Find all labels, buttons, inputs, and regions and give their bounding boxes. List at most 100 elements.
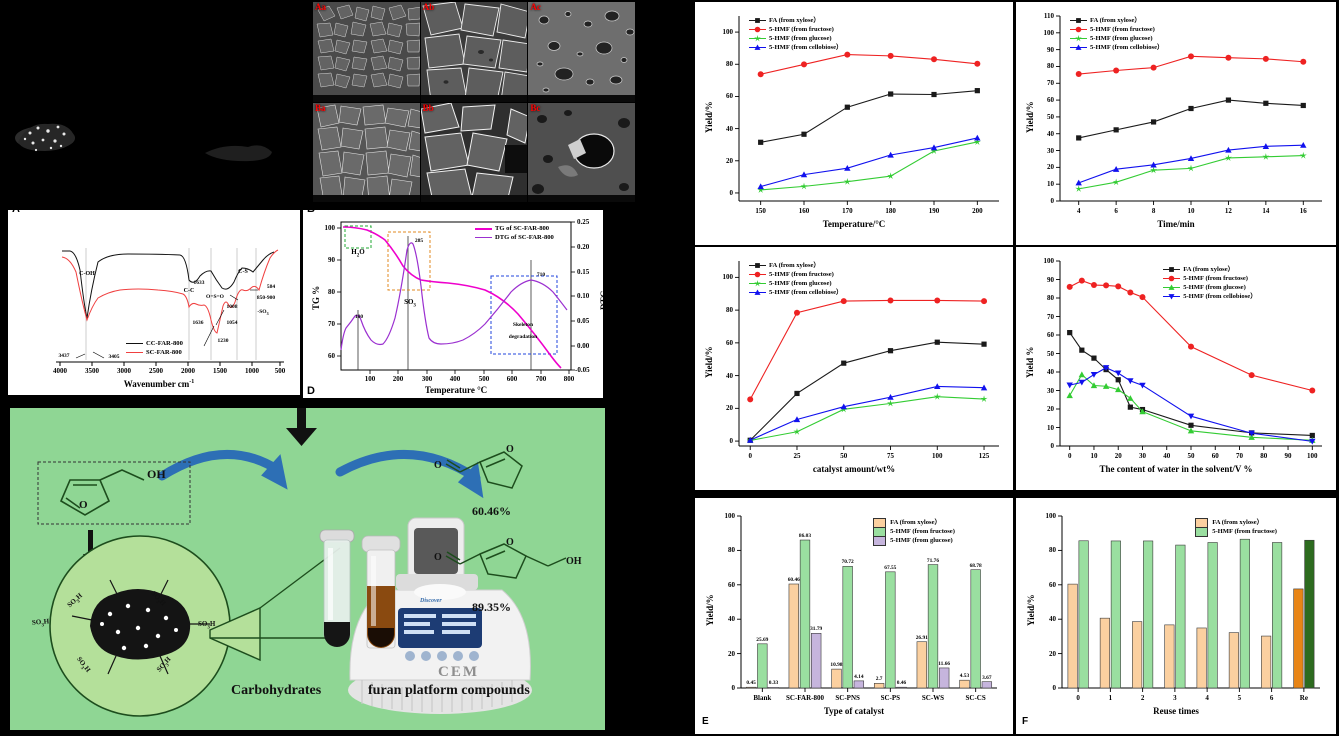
ftir-chart: 4000 3500 3000 2500 2000 1500 1000 500 W… [8, 210, 300, 395]
chart-reuse-ytick-2: 40 [1049, 615, 1056, 624]
chart-catalyst-type-legend-item-2: 5-HMF (from glucose) [873, 535, 955, 546]
chart-catalyst-amount-legend-label-0: FA (from xylose） [769, 262, 821, 269]
catalyst-so3h-label-3: SO3H [32, 617, 50, 629]
chart-water-content-xtick-4: 40 [1163, 452, 1171, 460]
chart-water-content-xtick-0: 0 [1067, 452, 1072, 460]
ftir-anno-1636: 1636 [192, 320, 204, 326]
so3h-tail-4: H [209, 620, 216, 628]
ftir-xtick-2: 3000 [117, 367, 131, 375]
chart-time-legend-label-2: 5-HMF (from glucose) [1090, 35, 1153, 42]
chart-temperature-xtick-2: 170 [842, 207, 853, 215]
sem-scalebar-ac [528, 94, 635, 102]
chart-water-content-ytick-5: 50 [1047, 349, 1054, 358]
ftir-anno-so3-text: -SO [257, 309, 267, 315]
tg-anno-peak-710: 710 [536, 272, 546, 278]
ftir-xtick-6: 1000 [245, 367, 259, 375]
chart-reuse-svg [1058, 515, 1320, 692]
ftir-legend-label-1: SC-FAR-800 [146, 349, 182, 356]
ftir-anno-so3-sub: 3 [266, 311, 269, 317]
chart-temperature: 150 160 170 180 190 200 0 20 40 60 80 100 Temperatur… [695, 2, 1013, 245]
chart-water-content-xtick-8: 80 [1260, 452, 1268, 460]
tg-ytick-r-000: 0.00 [577, 342, 590, 350]
tg-yaxis-title-left: TG % [311, 285, 321, 310]
chart-time-ytick-7: 70 [1047, 79, 1054, 88]
tg-xtick-7: 800 [563, 375, 575, 383]
chart-temperature-xtick-3: 180 [885, 207, 896, 215]
chart-reuse-ytick-0: 0 [1052, 684, 1057, 692]
chart-reuse: 0 20 40 60 80 100 0 1 2 3 4 5 6 Re Reuse times Yield/% F… [1016, 498, 1336, 734]
ftir-legend-label-0: CC-FAR-800 [146, 340, 183, 347]
chart-catalyst-amount-xtick-4: 100 [932, 452, 943, 460]
tg-legend: TG of SC-FAR-800 DTG of SC-FAR-800 [475, 224, 554, 242]
chart-catalyst-type-barlabel-3-2: 0.46 [896, 680, 907, 687]
tg-legend-item-0: TG of SC-FAR-800 [475, 224, 554, 233]
sem-grid: Aa Ab [313, 2, 635, 202]
chart-catalyst-type-xtick-2: SC-PNS [835, 694, 860, 702]
chart-water-content-xtick-3: 30 [1138, 452, 1146, 460]
chart-water-content-xtick-6: 60 [1211, 452, 1219, 460]
chart-catalyst-amount-xtick-0: 0 [748, 452, 752, 460]
chart-water-content-series-2 [1066, 371, 1316, 443]
sem-cell-ba: Ba [313, 102, 420, 202]
chart-water-content-legend-label-0: FA (from xylose） [1183, 266, 1235, 273]
sem-scalebar-ba [313, 195, 420, 202]
chart-reuse-xtick-1: 1 [1108, 694, 1113, 702]
chart-catalyst-amount-series-3 [747, 383, 988, 443]
chart-water-content-legend-item-1: 5-HMF (from fructose) [1163, 274, 1257, 283]
chart-reuse-xtick-4: 4 [1205, 694, 1209, 702]
chart-water-content-xtick-10: 100 [1307, 452, 1318, 460]
chart-temperature-xtick-0: 150 [755, 207, 766, 215]
tg-anno-water: H2O [341, 248, 375, 258]
chart-reuse-xtick-6: 6 [1269, 694, 1274, 702]
chart-time-legend-item-2: 5-HMF (from glucose) [1070, 34, 1164, 43]
chart-temperature-series-0 [758, 88, 980, 145]
sem-cell-bb: Bb [420, 102, 528, 202]
tg-ytick-60: 60 [328, 352, 335, 360]
chart-water-content-series-3 [1066, 365, 1316, 445]
chart-time-ytick-0: 0 [1050, 197, 1055, 205]
so3h-text-4: SO [198, 620, 208, 628]
tg-xtick-0: 100 [364, 375, 376, 383]
chart-water-content-svg [1056, 260, 1322, 450]
chart-catalyst-type-barlabel-2-0: 10.98 [830, 662, 843, 669]
ftir-legend: CC-FAR-800 SC-FAR-800 [126, 339, 183, 357]
chart-time-legend-item-0: FA (from xylose） [1070, 16, 1164, 25]
reaction-scheme-panel: O OH [10, 408, 605, 730]
tg-xtick-1: 200 [392, 375, 404, 383]
chart-temperature-legend-label-0: FA (from xylose） [769, 17, 821, 24]
ftir-anno-c-c: C-C [183, 288, 195, 294]
chart-catalyst-type-barlabel-3-1: 67.55 [884, 564, 897, 571]
chart-water-content-legend-item-3: 5-HMF (from cellobiose） [1163, 292, 1257, 301]
tg-anno-so3-text: SO [404, 298, 414, 306]
chart-reuse-ytick-5: 100 [1045, 512, 1057, 520]
carbon-particle-art [0, 0, 310, 205]
tg-anno-skeleton-1: Skeleton [512, 322, 534, 328]
chart-time: 4 6 8 10 12 14 16 0 10 20 30 40 50 60 70 80 90 100 110 Time… [1016, 2, 1336, 245]
chart-catalyst-type: 0 20 40 60 80 100 0.45 25.69 0.33 Blank 60.46 86.03… [695, 498, 1013, 734]
ftir-xaxis-title: Wavenumber cm-1 [104, 379, 214, 389]
chart-time-ytick-4: 40 [1047, 129, 1054, 138]
chart-catalyst-type-legend-label-0: FA (from xylose） [890, 519, 942, 526]
svg-text:O: O [506, 444, 514, 455]
sem-images-panel: Aa Ab [313, 2, 635, 202]
tg-xtick-6: 700 [535, 375, 547, 383]
tg-legend-label-1: DTG of SC-FAR-800 [495, 234, 554, 241]
chart-temperature-legend-item-0: FA (from xylose） [749, 16, 843, 25]
sem-cell-aa: Aa [313, 2, 420, 102]
chart-catalyst-type-yaxis-title: Yield/% [705, 594, 715, 626]
sem-scalebar-aa [313, 94, 420, 102]
chart-water-content-ytick-8: 80 [1047, 294, 1054, 302]
chart-time-ytick-2: 20 [1047, 163, 1054, 172]
chart-catalyst-amount-ytick-3: 60 [726, 338, 733, 347]
chart-catalyst-type-barlabel-2-1: 70.72 [841, 559, 854, 566]
ftir-xtick-3: 2500 [149, 367, 163, 375]
chart-water-content-xaxis-title: The content of water in the solvent/V % [1099, 464, 1253, 474]
chart-catalyst-type-xtick-4: SC-WS [921, 694, 945, 702]
sem-tag-ab: Ab [422, 2, 435, 12]
chart-water-content-ytick-9: 90 [1047, 275, 1054, 284]
chart-catalyst-type-barlabel-4-1: 71.76 [926, 557, 940, 564]
ftir-xtick-7: 500 [274, 367, 286, 375]
chart-temperature-series-3 [757, 134, 981, 190]
chart-temperature-series-2 [757, 138, 981, 193]
chart-catalyst-amount-xaxis-title: catalyst amount/wt% [812, 464, 896, 474]
